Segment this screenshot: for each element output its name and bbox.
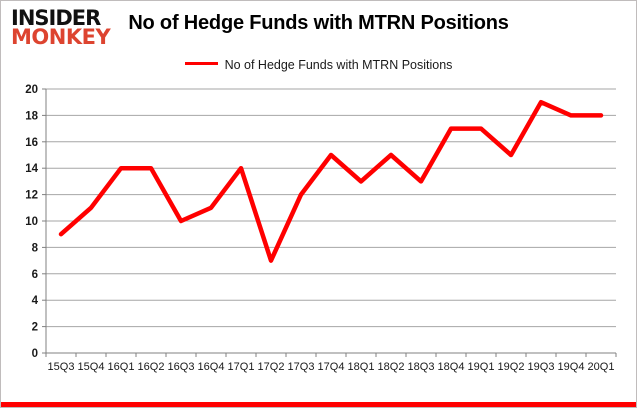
- legend-label: No of Hedge Funds with MTRN Positions: [224, 57, 453, 72]
- series-line: [58, 99, 604, 263]
- x-axis-label: 16Q1: [108, 361, 135, 373]
- chart-legend: No of Hedge Funds with MTRN Positions: [1, 56, 636, 74]
- y-axis-label: 16: [25, 137, 38, 149]
- x-axis-label: 18Q4: [438, 361, 465, 373]
- y-axis-label: 6: [32, 269, 38, 281]
- x-axis-label: 16Q3: [168, 361, 195, 373]
- x-axis-label: 17Q3: [288, 361, 315, 373]
- chart-title: No of Hedge Funds with MTRN Positions: [128, 12, 509, 34]
- y-axis-label: 8: [32, 242, 39, 254]
- x-axis-label: 19Q4: [558, 361, 585, 373]
- x-axis-label: 15Q4: [78, 361, 105, 373]
- x-axis-label: 16Q4: [198, 361, 225, 373]
- x-axis-label: 19Q1: [468, 361, 495, 373]
- y-axis-label: 20: [25, 84, 38, 96]
- x-axis-label: 17Q2: [258, 361, 285, 373]
- y-axis-label: 14: [25, 163, 38, 175]
- x-axis-label: 19Q3: [528, 361, 555, 373]
- x-axis-label: 16Q2: [138, 361, 165, 373]
- y-axis-label: 10: [25, 216, 38, 228]
- x-axis-label: 17Q1: [228, 361, 255, 373]
- y-axis-label: 18: [25, 110, 38, 122]
- y-axis-label: 0: [32, 348, 38, 360]
- y-axis-label: 4: [32, 295, 39, 307]
- x-axis-label: 20Q1: [588, 361, 615, 373]
- bottom-red-strip: [1, 402, 636, 407]
- x-axis-label: 15Q3: [48, 361, 75, 373]
- insider-monkey-logo: INSIDER MONKEY: [11, 6, 111, 49]
- x-axis-label: 18Q2: [378, 361, 405, 373]
- x-axis-label: 18Q1: [348, 361, 375, 373]
- x-axis-label: 19Q2: [498, 361, 525, 373]
- y-axis-label: 12: [25, 190, 38, 202]
- x-axis-label: 18Q3: [408, 361, 435, 373]
- y-axis-label: 2: [32, 322, 38, 334]
- logo-monkey-text: MONKEY: [11, 25, 111, 49]
- legend-line-swatch: [184, 62, 218, 66]
- line-chart: 0 2 4 6 8 10 12 14 16 18 20 15Q3 15Q4 16Q1 16Q2 16Q3 16Q…: [25, 84, 617, 373]
- logo-insider-text: INSIDER: [11, 6, 101, 30]
- x-axis-label: 17Q4: [318, 361, 345, 373]
